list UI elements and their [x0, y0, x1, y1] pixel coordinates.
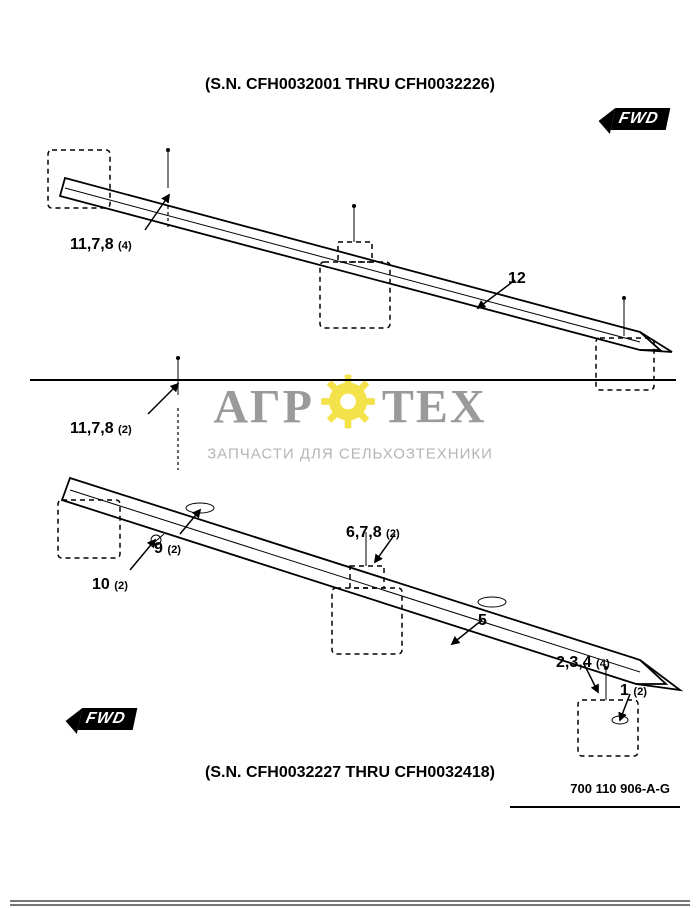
serial-range-bottom: (S.N. CFH0032227 THRU CFH0032418) — [0, 764, 700, 782]
callout-c5: 9 (2) — [154, 540, 181, 558]
leader-lines — [130, 195, 630, 720]
bracket-bottom-right — [578, 666, 638, 756]
callout-c1: 11,7,8 (4) — [70, 236, 132, 254]
callout-c8: 2,3,4 (4) — [556, 654, 610, 672]
callout-c9: 1 (2) — [620, 682, 647, 700]
page-bottom-border — [10, 900, 690, 906]
drawing-number: 700 110 906-A-G — [570, 781, 670, 796]
bracket-top-right — [596, 296, 654, 390]
bracket-bottom-left — [58, 356, 180, 558]
callout-c6: 10 (2) — [92, 576, 128, 594]
rail-top — [60, 178, 672, 352]
drawing-number-rule — [510, 806, 680, 808]
callout-c4: 6,7,8 (2) — [346, 524, 400, 542]
callout-c7: 5 — [478, 612, 487, 630]
callout-c3: 11,7,8 (2) — [70, 420, 132, 438]
callout-c2: 12 — [508, 270, 526, 288]
